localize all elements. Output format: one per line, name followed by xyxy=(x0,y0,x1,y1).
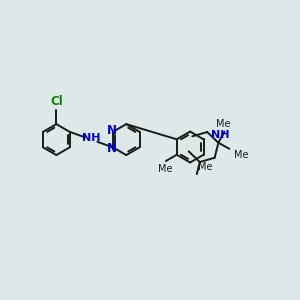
Text: N: N xyxy=(106,142,117,155)
Text: N: N xyxy=(106,124,117,137)
Text: Me: Me xyxy=(198,162,212,172)
Text: Me: Me xyxy=(216,119,230,129)
Text: Cl: Cl xyxy=(50,95,63,108)
Text: Me: Me xyxy=(234,150,249,160)
Text: Me: Me xyxy=(158,164,172,174)
Text: NH: NH xyxy=(211,130,230,140)
Text: NH: NH xyxy=(82,134,100,143)
